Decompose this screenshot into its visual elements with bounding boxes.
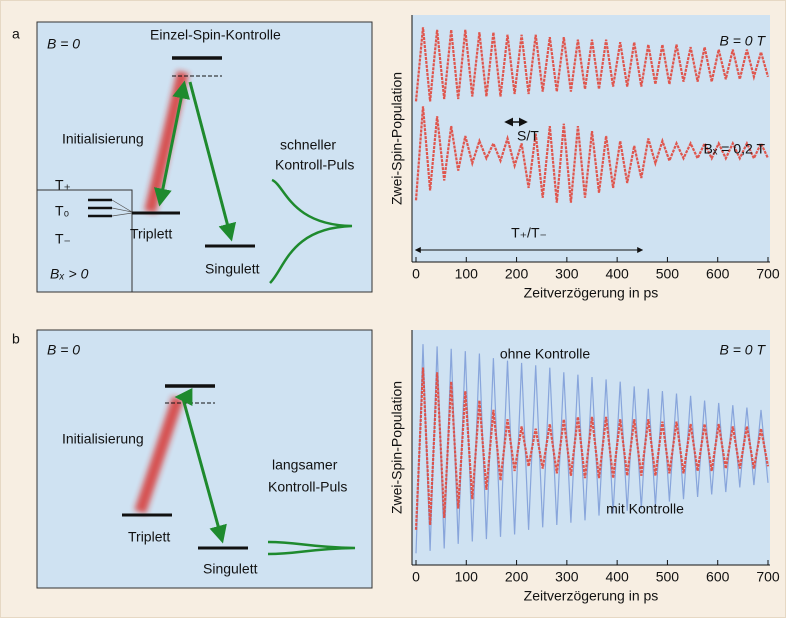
panel-label: a [12,26,20,42]
label: Bₓ > 0 [50,266,89,282]
x-tick-label: 300 [555,569,579,585]
arrow [180,394,227,544]
label: Kontroll-Puls [268,479,347,495]
x-tick-label: 0 [412,266,420,282]
label: Singulett [203,561,258,577]
series-line [414,27,770,102]
plot: B = 0 T Bₓ = 0,2 T 0 100 200 300 400 500 600 700 Z… [389,15,780,301]
label: Einzel-Spin-Kontrolle [150,27,281,43]
pulse [269,178,353,284]
x-tick-label: 0 [412,569,420,585]
series-line [414,106,769,203]
annotation: S/T [517,128,539,144]
label: Singulett [205,261,260,277]
plot: ohne Kontrolle mit Kontrolle 0 100 200 300 400… [389,330,780,604]
panel-label: b [12,331,20,347]
y-axis-label: Zwei-Spin-Population [389,72,405,205]
inset-box [36,189,133,293]
label: Triplett [128,529,170,545]
x-tick-label: 600 [706,569,730,585]
excitation-beam [134,396,184,514]
label: B = 0 [47,36,80,52]
x-tick-label: 100 [455,569,479,585]
label: Initialisierung [62,131,144,147]
label: langsamer [272,457,338,473]
label: T₊ [55,177,71,193]
x-axis-label: Zeitverzögerung in ps [524,285,659,301]
x-tick-label: 400 [605,266,629,282]
x-tick-label: 600 [706,266,730,282]
diagram-box [36,21,373,293]
series-label: ohne Kontrolle [500,346,591,362]
x-tick-label: 500 [656,266,680,282]
label: T₀ [55,203,70,219]
y-axis-label: Zwei-Spin-Population [389,381,405,514]
connector [111,199,133,217]
x-tick-label: 500 [656,569,680,585]
diagram-b: B = 0 Initialisierung langsamer Kontroll… [36,329,373,589]
label: schneller [280,137,336,153]
label: B = 0 [47,342,80,358]
label: Triplett [130,226,172,242]
x-axis-label: Zeitverzögerung in ps [524,588,659,604]
x-tick-label: 100 [455,266,479,282]
x-tick-label: 300 [555,266,579,282]
annotation: T₊/T₋ [511,225,547,241]
label: Kontroll-Puls [275,157,354,173]
series-label: B = 0 T [719,33,766,49]
x-tick-label: 200 [505,266,529,282]
annotation: B = 0 T [719,342,766,358]
pulse [267,540,356,556]
label: T₋ [55,231,71,247]
series-label: mit Kontrolle [606,501,684,517]
arrow [188,81,237,242]
x-tick-label: 700 [756,266,780,282]
arrow [154,80,190,207]
diagram-a: B = 0 Einzel-Spin-Kontrolle Initialisier… [36,21,373,293]
x-tick-label: 700 [756,569,780,585]
series-label: Bₓ = 0,2 T [703,141,765,157]
series-line [414,367,770,530]
label: Initialisierung [62,431,144,447]
x-tick-label: 400 [605,569,629,585]
x-tick-label: 200 [505,569,529,585]
